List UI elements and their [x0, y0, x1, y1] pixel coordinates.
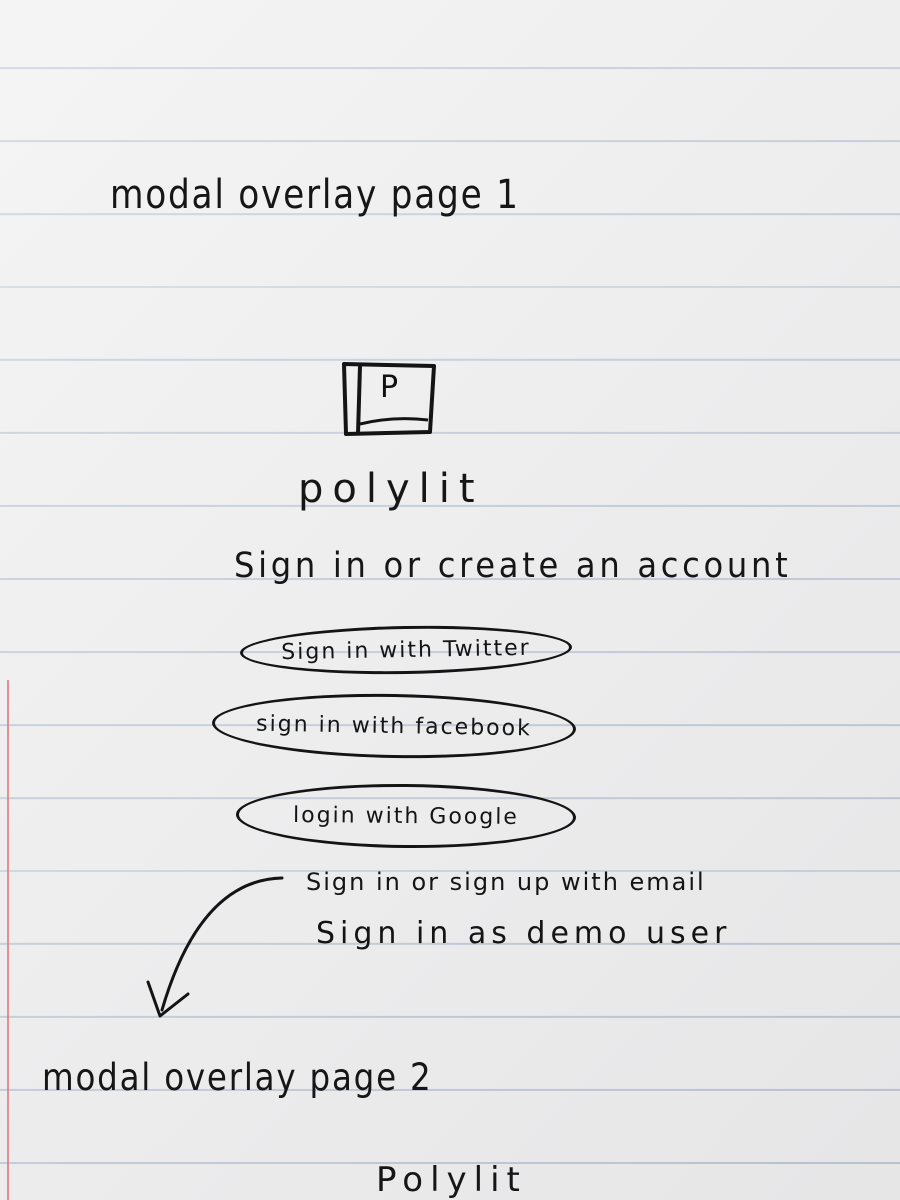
login-google-button[interactable]: login with Google — [235, 782, 577, 850]
polylit-logo: P — [338, 358, 440, 444]
square-logo-icon — [342, 362, 436, 436]
demo-user-link[interactable]: Sign in as demo user — [316, 916, 732, 951]
sign-in-facebook-button[interactable]: sign in with facebook — [211, 690, 577, 762]
notebook-margin-line — [7, 680, 9, 1200]
page-1-title: modal overlay page 1 — [110, 172, 520, 218]
email-sign-in-link[interactable]: Sign in or sign up with email — [306, 868, 706, 896]
sign-in-twitter-button[interactable]: Sign in with Twitter — [239, 623, 573, 677]
logo-letter: P — [380, 370, 399, 405]
curved-arrow-icon — [146, 876, 284, 1018]
page-2-brand-name: Polylit — [376, 1160, 527, 1200]
brand-name: polylit — [298, 466, 484, 512]
page-2-title: modal overlay page 2 — [42, 1056, 433, 1099]
modal-subtitle: Sign in or create an account — [234, 546, 792, 586]
